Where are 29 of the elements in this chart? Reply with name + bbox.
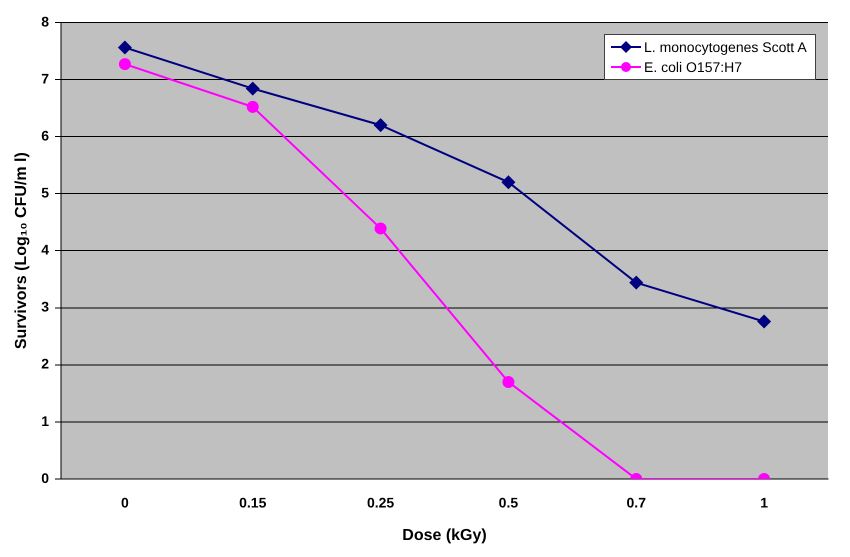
point xyxy=(118,58,131,70)
point xyxy=(374,118,388,132)
x-tick-label: 0.25 xyxy=(366,494,394,510)
point xyxy=(374,222,387,234)
y-tick-label: 6 xyxy=(41,127,50,144)
legend-label: E. coli O157:H7 xyxy=(644,58,742,78)
x-tick-label: 0 xyxy=(121,494,130,510)
x-axis-title: Dose (kGy) xyxy=(402,526,487,544)
y-tick-label: 2 xyxy=(41,356,50,372)
x-tick-label: 0.5 xyxy=(498,494,518,510)
y-tick-label: 5 xyxy=(41,184,50,200)
point xyxy=(118,40,132,55)
x-tick-label: 0.15 xyxy=(239,494,267,510)
x-tick-label: 1 xyxy=(760,494,768,510)
point xyxy=(246,100,259,113)
point xyxy=(501,175,516,190)
x-tick-label: 0.7 xyxy=(626,494,646,510)
point xyxy=(757,314,772,328)
y-tick-label: 8 xyxy=(41,13,50,30)
point xyxy=(246,82,260,96)
point xyxy=(629,276,644,290)
y-tick-label: 1 xyxy=(41,412,50,429)
y-tick-label: 4 xyxy=(41,242,50,258)
y-tick-label: 7 xyxy=(41,70,50,86)
y-axis-title: Survivors (Log₁₀ CFU/m l) xyxy=(13,152,30,350)
legend-label: L. monocytogenes Scott A xyxy=(644,38,807,58)
y-tick-label: 3 xyxy=(41,298,50,315)
y-tick-label: 0 xyxy=(41,470,50,486)
point xyxy=(502,376,514,388)
